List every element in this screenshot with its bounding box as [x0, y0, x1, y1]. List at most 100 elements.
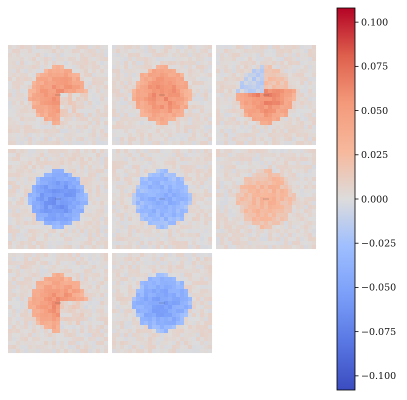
- heatmap-cell: [120, 333, 125, 338]
- heatmap-cell: [52, 229, 57, 234]
- heatmap-cell: [140, 277, 145, 282]
- heatmap-cell: [156, 49, 161, 54]
- heatmap-cell: [76, 49, 81, 54]
- heatmap-cell: [88, 153, 93, 158]
- heatmap-cell: [172, 81, 177, 86]
- heatmap-cell: [20, 281, 25, 286]
- heatmap-cell: [84, 289, 89, 294]
- heatmap-cell: [288, 81, 293, 86]
- heatmap-cell: [152, 113, 157, 118]
- heatmap-cell: [208, 329, 213, 334]
- heatmap-cell: [156, 161, 161, 166]
- heatmap-cell: [232, 189, 237, 194]
- heatmap-cell: [120, 89, 125, 94]
- heatmap-cell: [236, 153, 241, 158]
- heatmap-cell: [100, 181, 105, 186]
- heatmap-cell: [64, 209, 69, 214]
- heatmap-cell: [172, 265, 177, 270]
- heatmap-cell: [52, 177, 57, 182]
- heatmap-cell: [16, 321, 21, 326]
- heatmap-cell: [280, 121, 285, 126]
- heatmap-cell: [264, 125, 269, 130]
- heatmap-cell: [196, 289, 201, 294]
- heatmap-cell: [308, 229, 313, 234]
- heatmap-cell: [64, 221, 69, 226]
- heatmap-cell: [20, 209, 25, 214]
- heatmap-cell: [176, 273, 181, 278]
- heatmap-cell: [52, 257, 57, 262]
- heatmap-cell: [304, 185, 309, 190]
- heatmap-cell: [148, 265, 153, 270]
- heatmap-cell: [244, 237, 249, 242]
- heatmap-cell: [156, 201, 161, 206]
- heatmap-cell: [104, 273, 109, 278]
- heatmap-cell: [176, 209, 181, 214]
- heatmap-cell: [168, 189, 173, 194]
- heatmap-cell: [64, 349, 69, 354]
- heatmap-cell: [72, 77, 77, 82]
- heatmap-cell: [160, 245, 165, 250]
- heatmap-cell: [72, 121, 77, 126]
- heatmap-cell: [36, 345, 41, 350]
- heatmap-cell: [76, 261, 81, 266]
- heatmap-cell: [148, 301, 153, 306]
- heatmap-cell: [260, 217, 265, 222]
- heatmap-cell: [188, 69, 193, 74]
- heatmap-cell: [180, 217, 185, 222]
- heatmap-cell: [172, 221, 177, 226]
- heatmap-cell: [192, 173, 197, 178]
- heatmap-cell: [128, 61, 133, 66]
- heatmap-cell: [200, 69, 205, 74]
- heatmap-cell: [204, 277, 209, 282]
- heatmap-cell: [92, 289, 97, 294]
- heatmap-cell: [296, 197, 301, 202]
- heatmap-cell: [116, 337, 121, 342]
- heatmap-cell: [264, 225, 269, 230]
- heatmap-cell: [248, 77, 253, 82]
- heatmap-cell: [252, 101, 257, 106]
- heatmap-cell: [84, 57, 89, 62]
- heatmap-cell: [40, 181, 45, 186]
- heatmap-cell: [280, 149, 285, 154]
- heatmap-cell: [88, 261, 93, 266]
- heatmap-cell: [160, 153, 165, 158]
- heatmap-cell: [296, 57, 301, 62]
- heatmap-cell: [72, 257, 77, 262]
- heatmap-cell: [76, 209, 81, 214]
- heatmap-cell: [52, 233, 57, 238]
- heatmap-cell: [132, 169, 137, 174]
- heatmap-cell: [160, 337, 165, 342]
- heatmap-cell: [12, 165, 17, 170]
- heatmap-cell: [104, 333, 109, 338]
- heatmap-cell: [288, 61, 293, 66]
- heatmap-cell: [68, 149, 73, 154]
- heatmap-cell: [20, 141, 25, 146]
- heatmap-cell: [80, 221, 85, 226]
- heatmap-cell: [64, 85, 69, 90]
- heatmap-cell: [248, 117, 253, 122]
- heatmap-cell: [248, 237, 253, 242]
- heatmap-cell: [128, 169, 133, 174]
- heatmap-cell: [76, 305, 81, 310]
- heatmap-cell: [60, 297, 65, 302]
- heatmap-cell: [40, 105, 45, 110]
- heatmap-cell: [248, 185, 253, 190]
- heatmap-cell: [72, 157, 77, 162]
- heatmap-cell: [208, 305, 213, 310]
- heatmap-cell: [44, 185, 49, 190]
- heatmap-cell: [56, 261, 61, 266]
- heatmap-cell: [140, 225, 145, 230]
- heatmap-cell: [176, 237, 181, 242]
- heatmap-cell: [260, 125, 265, 130]
- heatmap-cell: [224, 213, 229, 218]
- heatmap-cell: [204, 297, 209, 302]
- heatmap-cell: [120, 213, 125, 218]
- heatmap-cell: [80, 45, 85, 50]
- heatmap-cell: [128, 45, 133, 50]
- heatmap-cell: [132, 241, 137, 246]
- heatmap-cell: [204, 133, 209, 138]
- heatmap-cell: [308, 157, 313, 162]
- heatmap-cell: [232, 213, 237, 218]
- heatmap-cell: [72, 201, 77, 206]
- heatmap-cell: [152, 297, 157, 302]
